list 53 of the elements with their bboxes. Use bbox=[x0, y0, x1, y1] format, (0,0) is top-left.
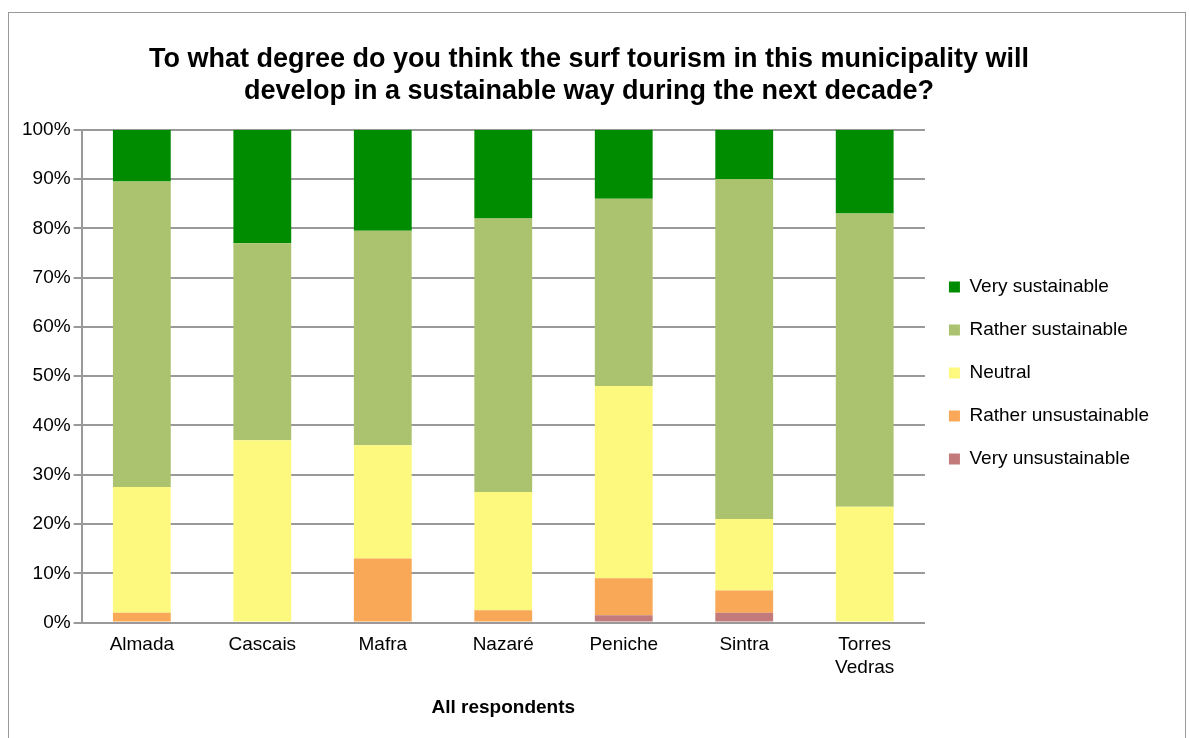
y-tick-label: 100% bbox=[21, 118, 71, 140]
bar bbox=[835, 129, 894, 214]
x-axis-title: All respondents bbox=[431, 695, 576, 717]
y-tick-label: 40% bbox=[32, 413, 71, 435]
bar bbox=[112, 612, 171, 622]
y-tick-label: 50% bbox=[32, 364, 71, 386]
bar bbox=[715, 179, 774, 520]
bar bbox=[353, 230, 412, 446]
bar bbox=[233, 243, 292, 441]
bar bbox=[353, 558, 412, 622]
legend-label: Very sustainable bbox=[969, 275, 1109, 297]
bar bbox=[594, 198, 653, 387]
x-tick-label: Almada bbox=[109, 633, 175, 655]
y-tick-label: 70% bbox=[32, 265, 71, 287]
y-tick-label: 10% bbox=[32, 561, 71, 583]
bar bbox=[474, 129, 533, 219]
y-tick-label: 30% bbox=[32, 462, 71, 484]
bar bbox=[594, 129, 653, 199]
bar bbox=[353, 445, 412, 559]
bar bbox=[233, 440, 292, 622]
bar bbox=[594, 386, 653, 579]
x-tick-label: Torres Vedras bbox=[835, 633, 895, 678]
y-tick-label: 60% bbox=[32, 315, 71, 337]
bar bbox=[233, 129, 292, 244]
legend-label: Very unsustainable bbox=[969, 447, 1130, 469]
bar bbox=[474, 610, 533, 622]
bar bbox=[835, 213, 894, 507]
bar bbox=[112, 181, 171, 488]
x-tick-label: Sintra bbox=[719, 633, 770, 655]
bar bbox=[112, 487, 171, 613]
y-tick-label: 90% bbox=[32, 167, 71, 189]
bar bbox=[835, 506, 894, 622]
bar bbox=[715, 129, 774, 180]
bar bbox=[594, 578, 653, 616]
bar bbox=[715, 590, 774, 613]
bar bbox=[715, 519, 774, 591]
bar bbox=[474, 218, 533, 493]
x-tick-label: Cascais bbox=[228, 633, 297, 655]
legend-label: Rather sustainable bbox=[969, 318, 1128, 340]
legend-label: Rather unsustainable bbox=[969, 404, 1150, 426]
legend-label: Neutral bbox=[969, 361, 1031, 383]
x-tick-label: Peniche bbox=[589, 633, 659, 655]
bar bbox=[112, 129, 171, 182]
y-tick-label: 80% bbox=[32, 216, 71, 238]
bar bbox=[594, 615, 653, 622]
y-tick-label: 0% bbox=[43, 610, 71, 632]
x-tick-label: Nazaré bbox=[472, 633, 534, 655]
bar bbox=[474, 492, 533, 611]
bar bbox=[715, 612, 774, 622]
bar bbox=[353, 129, 412, 231]
chart-title: To what degree do you think the surf tourism in this municipality will develop in a sustainable way during the next decade? bbox=[148, 42, 1030, 106]
y-tick-label: 20% bbox=[32, 512, 71, 534]
x-tick-label: Mafra bbox=[358, 633, 408, 655]
